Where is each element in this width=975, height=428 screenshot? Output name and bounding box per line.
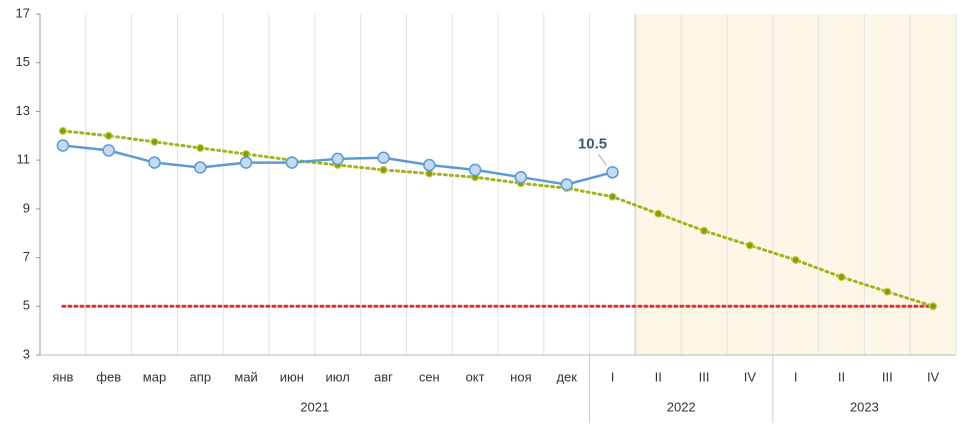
point-marker (285, 156, 299, 169)
x-tick-label: I (611, 369, 615, 384)
point-marker (837, 272, 846, 282)
x-tick-label: сен (419, 369, 440, 384)
point-marker (608, 192, 617, 201)
point-marker (377, 151, 390, 164)
x-tick-label: май (234, 369, 257, 384)
data-label: 10.5 (578, 135, 607, 152)
point-marker (423, 158, 436, 172)
y-tick-label: 17 (16, 5, 30, 20)
point-marker (928, 302, 938, 311)
point-marker (699, 226, 709, 235)
x-tick-label: IV (744, 369, 757, 384)
point-marker (654, 209, 663, 218)
x-tick-label: III (699, 369, 710, 384)
point-marker (883, 287, 892, 296)
point-marker (196, 143, 205, 153)
y-tick-label: 3 (23, 346, 30, 361)
point-marker (745, 241, 755, 250)
y-tick-label: 7 (23, 249, 30, 264)
x-tick-label: ноя (510, 369, 531, 384)
point-marker (606, 166, 619, 179)
x-tick-label: июл (326, 369, 350, 384)
point-marker (58, 126, 68, 136)
x-tick-label: IV (927, 369, 940, 384)
series-line (61, 129, 935, 308)
y-tick-label: 9 (23, 200, 30, 215)
point-marker (102, 144, 115, 157)
x-tick-label: авг (374, 369, 393, 384)
x-tick-label: II (838, 369, 845, 384)
point-marker (104, 131, 113, 140)
point-marker (468, 163, 482, 177)
x-tick-label: окт (466, 369, 485, 384)
point-marker (148, 156, 161, 169)
x-tick-label: июн (280, 369, 304, 384)
point-marker (379, 165, 388, 174)
point-marker (560, 178, 573, 191)
x-tick-label: I (794, 369, 798, 384)
point-marker (791, 255, 800, 265)
x-tick-label: апр (190, 369, 212, 384)
point-marker (56, 139, 70, 152)
y-tick-label: 11 (17, 152, 31, 167)
group-label: 2022 (667, 399, 696, 414)
group-label: 2023 (850, 399, 879, 414)
y-tick-label: 15 (16, 54, 30, 69)
group-label: 2021 (300, 399, 329, 414)
x-tick-label: фев (96, 369, 121, 384)
x-tick-label: янв (52, 369, 73, 384)
shaded-region (635, 14, 956, 355)
point-marker (194, 161, 207, 174)
point-marker (331, 152, 344, 166)
point-marker (150, 137, 159, 146)
label-leader (598, 154, 607, 166)
x-tick-label: II (655, 369, 662, 384)
x-tick-label: III (882, 369, 893, 384)
point-marker (239, 156, 253, 169)
y-tick-label: 13 (16, 103, 30, 118)
x-tick-label: дек (556, 369, 577, 384)
x-tick-label: мар (143, 369, 166, 384)
point-marker (514, 170, 528, 184)
y-tick-label: 5 (23, 298, 30, 313)
